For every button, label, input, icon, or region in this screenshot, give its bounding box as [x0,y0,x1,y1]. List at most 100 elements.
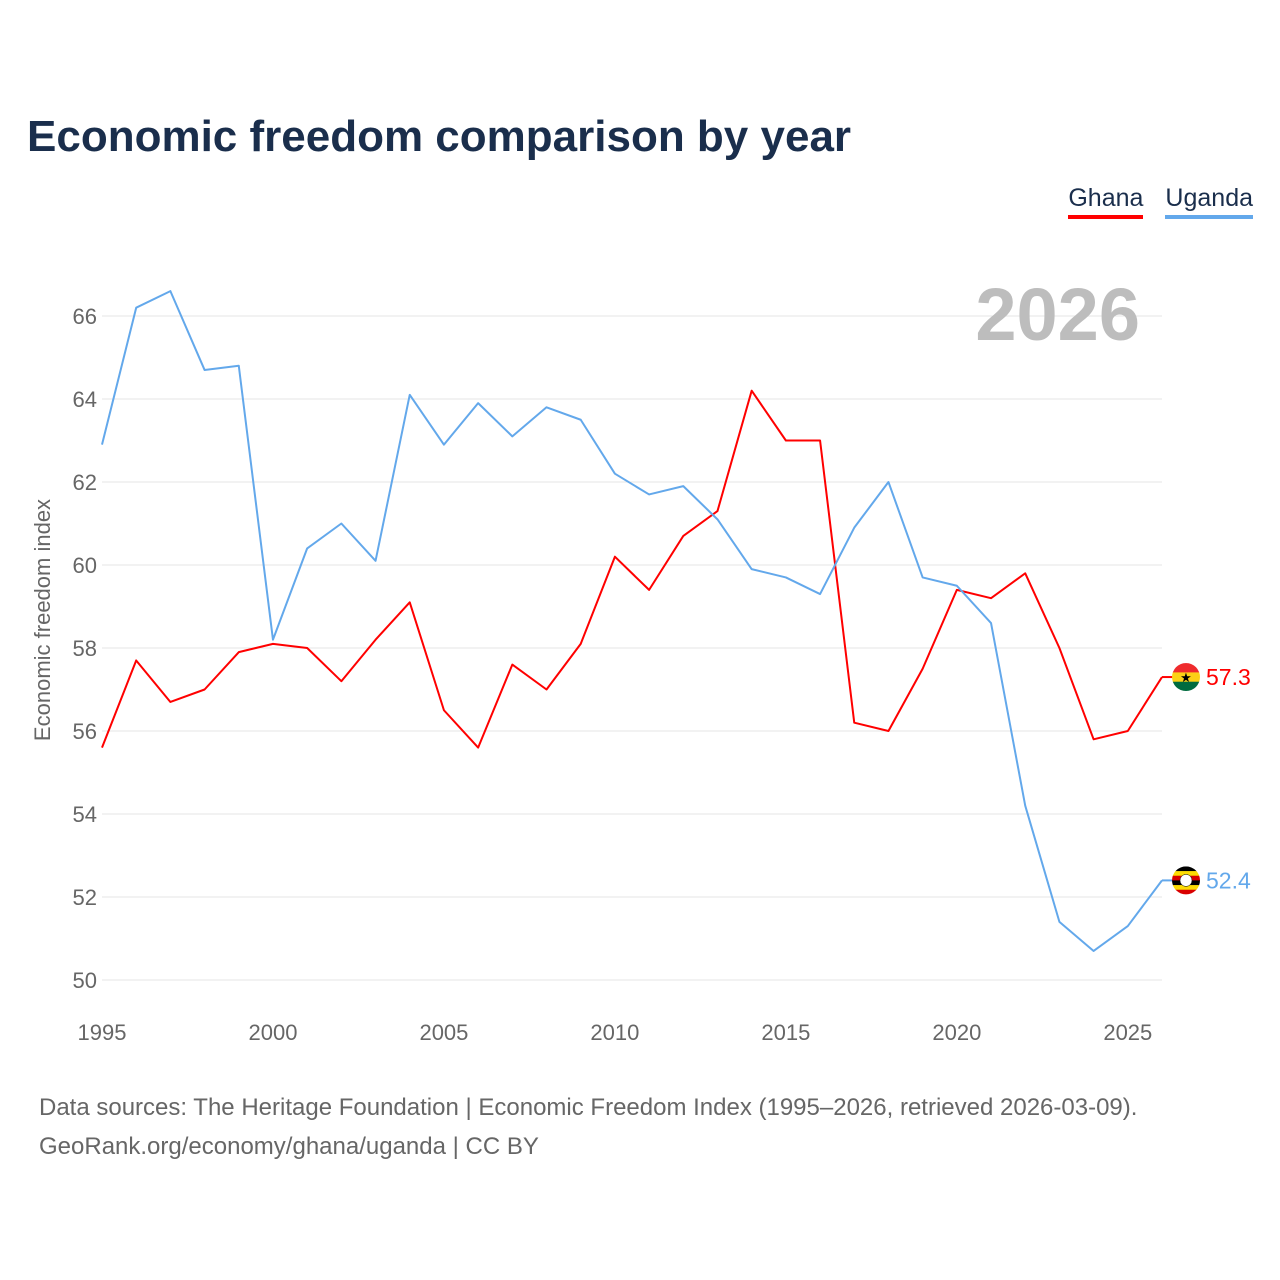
data-point [851,525,857,531]
data-point [885,728,891,734]
x-tick-label: 2020 [932,1020,981,1045]
end-value-label: 52.4 [1206,867,1251,893]
data-point [1022,803,1028,809]
data-point [441,707,447,713]
data-point [167,699,173,705]
data-point [373,558,379,564]
flag-stripe [1172,889,1200,895]
uganda-flag-icon [1172,866,1200,895]
data-point [441,442,447,448]
y-tick-label: 58 [73,636,97,661]
data-point [749,388,755,394]
data-point [373,637,379,643]
data-point [1056,645,1062,651]
data-point [783,574,789,580]
data-point [920,666,926,672]
data-point [851,720,857,726]
y-tick-label: 52 [73,885,97,910]
data-point [920,574,926,580]
data-point [202,367,208,373]
data-point [133,305,139,311]
source-line-1: Data sources: The Heritage Foundation | … [39,1094,1138,1121]
series-line-ghana [101,389,1163,749]
x-tick-label: 2005 [419,1020,468,1045]
data-point [509,662,515,668]
data-point [646,587,652,593]
data-point [714,516,720,522]
data-point [475,745,481,751]
y-tick-label: 64 [73,387,97,412]
flag-stripe [1172,663,1200,673]
ghana-flag-icon: ★ [1172,663,1200,692]
data-point [680,533,686,539]
data-point [99,745,105,751]
chart-title: Economic freedom comparison by year [27,112,852,161]
data-point [714,508,720,514]
data-point [133,657,139,663]
y-tick-label: 56 [73,719,97,744]
y-axis-label: Economic freedom index [30,499,55,741]
data-point [1091,948,1097,954]
y-tick-label: 50 [73,968,97,993]
data-point [612,554,618,560]
data-point [612,471,618,477]
x-tick-label: 1995 [78,1020,127,1045]
data-point [304,645,310,651]
y-tick-label: 54 [73,802,97,827]
x-tick-label: 2025 [1103,1020,1152,1045]
data-point [1125,728,1131,734]
end-value-label: 57.3 [1206,664,1251,690]
data-point [544,687,550,693]
flag-stripe [1172,871,1200,877]
y-tick-label: 62 [73,470,97,495]
x-tick-label: 2000 [248,1020,297,1045]
data-point [817,438,823,444]
data-point [680,483,686,489]
data-point [885,479,891,485]
x-tick-label: 2015 [761,1020,810,1045]
data-point [1125,923,1131,929]
data-point [236,649,242,655]
data-point [338,521,344,527]
data-point [338,678,344,684]
legend-uganda[interactable]: Uganda [1165,184,1253,219]
flag-stripe [1172,866,1200,872]
data-point [202,687,208,693]
y-tick-label: 66 [73,304,97,329]
data-point [407,392,413,398]
data-point [578,641,584,647]
data-point [1022,570,1028,576]
data-point [954,583,960,589]
data-point [544,404,550,410]
data-point [749,566,755,572]
legend: Ghana Uganda [1068,184,1253,219]
y-tick-label: 60 [73,553,97,578]
data-point [99,442,105,448]
data-point [988,620,994,626]
data-point [167,288,173,294]
data-point [1091,736,1097,742]
flag-stripe [1172,672,1200,683]
data-point [509,433,515,439]
flag-stripe [1172,885,1200,891]
source-line-2[interactable]: GeoRank.org/economy/ghana/uganda | CC BY [39,1133,539,1160]
star-icon: ★ [1180,670,1192,685]
flag-stripe [1172,681,1200,692]
data-point [646,491,652,497]
data-point [270,637,276,643]
data-point [817,591,823,597]
x-tick-label: 2010 [590,1020,639,1045]
data-point [578,417,584,423]
emblem-icon [1179,874,1193,887]
data-point [988,595,994,601]
legend-ghana[interactable]: Ghana [1068,184,1144,219]
data-point [236,363,242,369]
data-point [1056,919,1062,925]
year-label: 2026 [975,273,1140,356]
source-note: Data sources: The Heritage Foundation | … [39,1088,1137,1166]
data-point [783,438,789,444]
data-point [407,599,413,605]
data-point [304,545,310,551]
